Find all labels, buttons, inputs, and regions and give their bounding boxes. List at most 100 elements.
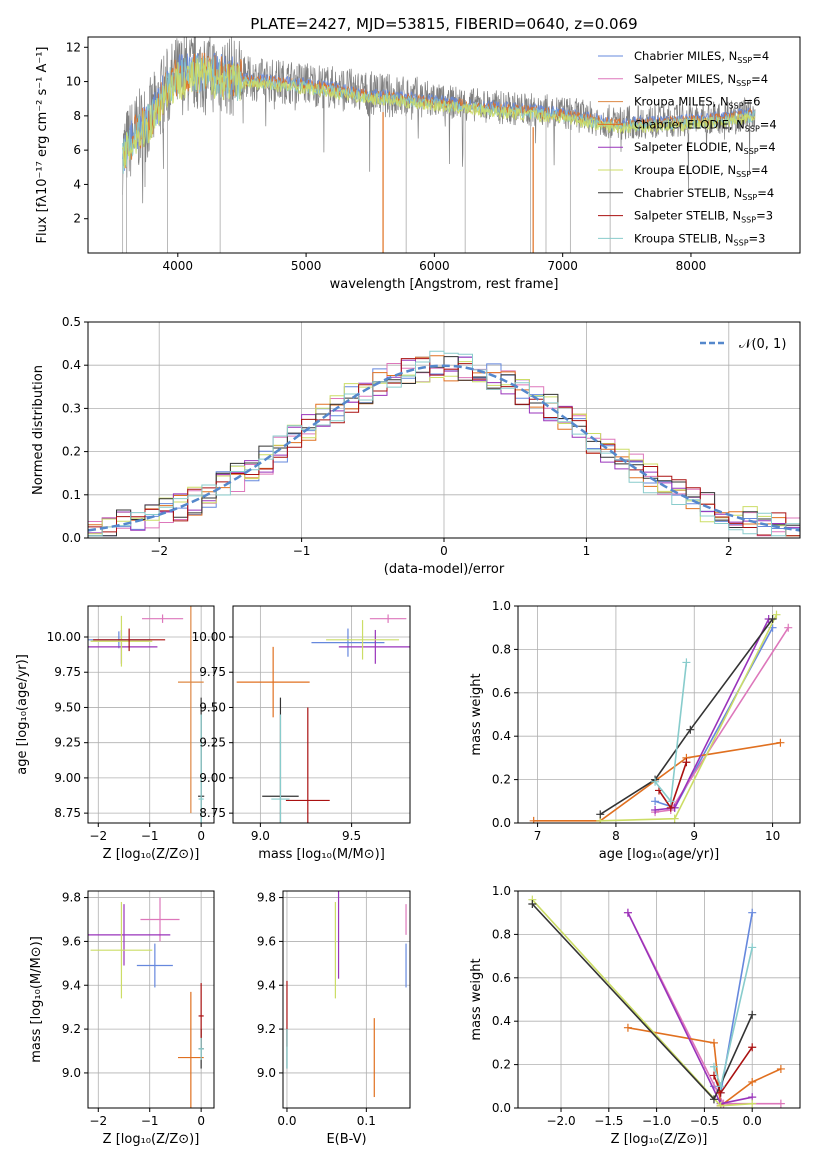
legend-entry-count: =4 <box>760 117 777 131</box>
plot-area <box>88 322 800 538</box>
legend-entry: Chabrier ELODIE, NSSP=4 <box>634 117 777 133</box>
y-axis-label: mass weight <box>469 673 484 755</box>
y-axis-label: Normed distribution <box>31 365 46 495</box>
weight-marker <box>716 1101 725 1108</box>
x-tick-label: 8 <box>612 829 620 843</box>
weight-line <box>713 947 753 1090</box>
weight-marker <box>748 1043 757 1052</box>
plot-area <box>88 891 214 1108</box>
errorbar-point <box>198 1037 204 1060</box>
weight-marker <box>748 1010 757 1019</box>
y-tick-label: 9.4 <box>62 978 81 992</box>
legend-entry-count: =4 <box>751 163 768 177</box>
x-tick-label: −1 <box>141 829 159 843</box>
x-tick-label: −1.5 <box>594 1114 623 1128</box>
weight-marker <box>651 797 660 806</box>
weight-marker <box>776 1099 785 1108</box>
legend-entry-label: Salpeter STELIB, N <box>634 209 741 223</box>
legend-entry-count: =3 <box>749 231 766 245</box>
errorbar-point <box>93 628 166 652</box>
errorbar-point <box>178 606 204 814</box>
legend-entry-sub: SSP <box>737 56 752 65</box>
weight-line <box>533 741 781 822</box>
x-tick-label: 9.0 <box>251 829 270 843</box>
legend-entry-count: =4 <box>752 49 769 63</box>
weight-marker <box>686 725 695 734</box>
legend-entry-sub: SSP <box>734 238 749 247</box>
x-tick-label: −1.0 <box>642 1114 671 1128</box>
weight-marker <box>748 1099 757 1108</box>
legend-entry-label: Kroupa MILES, N <box>634 95 729 109</box>
x-tick-label: 0.1 <box>357 1114 376 1128</box>
x-tick-label: 0.0 <box>277 1114 296 1128</box>
y-tick-label: 6 <box>73 143 81 157</box>
y-tick-label: 0.6 <box>492 686 511 700</box>
y-tick-label: 9.50 <box>54 700 81 714</box>
x-tick-label: −1 <box>141 1114 159 1128</box>
y-tick-label: 8.75 <box>54 806 81 820</box>
x-tick-label: 0 <box>197 829 205 843</box>
x-tick-label: −0.5 <box>690 1114 719 1128</box>
errorbar-point <box>285 707 330 823</box>
x-tick-label: −2 <box>89 829 107 843</box>
errorbar-point <box>90 615 153 667</box>
y-tick-label: 0.4 <box>62 358 81 372</box>
figure-title: PLATE=2427, MJD=53815, FIBERID=0640, z=0… <box>250 15 637 33</box>
legend-entry-count: =3 <box>756 209 773 223</box>
axes-frame <box>87 605 215 824</box>
x-tick-label: 7000 <box>547 259 578 273</box>
axes-frame <box>87 36 801 254</box>
axes-frame <box>282 890 411 1109</box>
weight-marker <box>651 805 660 814</box>
x-axis-label: Z [log₁₀(Z/Z⊙)] <box>611 1132 708 1147</box>
errorbar-point <box>178 991 204 1108</box>
weight-marker <box>666 797 675 806</box>
weight-marker <box>709 1062 718 1071</box>
legend-entry-sub: SSP <box>744 147 759 156</box>
x-tick-label: 2 <box>725 544 733 558</box>
legend-entry-sub: SSP <box>745 124 760 133</box>
axes-frame <box>517 605 801 824</box>
weight-line <box>713 912 753 1095</box>
legend-entry-label: Salpeter ELODIE, N <box>634 140 744 154</box>
y-tick-label: 0.0 <box>492 1101 511 1115</box>
weight-marker <box>784 623 793 632</box>
y-tick-label: 4 <box>73 177 81 191</box>
y-tick-label: 0.6 <box>492 971 511 985</box>
legend-entry-sub: SSP <box>742 193 757 202</box>
x-axis-label: mass [log₁₀(M/M⊙)] <box>258 847 385 862</box>
panel-spectrum: 4000 5000 6000 7000 8000 2 4 6 8 10 12 wavelength [… <box>35 36 801 292</box>
spectrum-model-line <box>122 57 756 169</box>
y-tick-label: 9.4 <box>257 978 276 992</box>
y-tick-label: 9.75 <box>54 665 81 679</box>
legend-entry: Kroupa MILES, NSSP=6 <box>634 95 760 111</box>
errorbar-point <box>88 904 171 966</box>
x-axis-label: wavelength [Angstrom, rest frame] <box>330 277 559 292</box>
plot-area <box>88 606 214 823</box>
y-tick-label: 9.6 <box>62 934 81 948</box>
errorbar-point <box>326 620 400 660</box>
y-tick-label: 1.0 <box>492 884 511 898</box>
legend-entry-label: Chabrier ELODIE, N <box>634 117 745 131</box>
weight-marker <box>709 1038 718 1047</box>
weight-marker <box>596 810 605 819</box>
y-tick-label: 0.2 <box>492 1058 511 1072</box>
legend-entry-count: =4 <box>759 140 776 154</box>
y-tick-label: 9.8 <box>62 891 81 905</box>
y-tick-label: 9.50 <box>199 700 226 714</box>
y-axis-label: mass [log₁₀(M/M⊙)] <box>29 936 44 1063</box>
y-tick-label: 9.00 <box>54 771 81 785</box>
panel-age_vs_mass: 9.0 9.5 8.75 9.00 9.25 9.50 9.75 10.00 mass [log… <box>192 605 411 862</box>
legend-entry-sub: SSP <box>741 216 756 225</box>
y-tick-label: 0.4 <box>492 729 511 743</box>
weight-line <box>600 614 778 822</box>
y-tick-label: 0.1 <box>62 488 81 502</box>
y-tick-label: 0.2 <box>62 445 81 459</box>
axes-frame <box>232 605 411 824</box>
panel-mass_vs_Z: −2 −1 0 9.0 9.2 9.4 9.6 9.8 Z [log₁₀(Z/Z⊙)] mass … <box>29 890 215 1147</box>
x-tick-label: 0 <box>197 1114 205 1128</box>
y-axis-label: age [log₁₀(age/yr)] <box>15 654 30 775</box>
weight-marker <box>776 1064 785 1073</box>
weight-line <box>599 618 774 815</box>
